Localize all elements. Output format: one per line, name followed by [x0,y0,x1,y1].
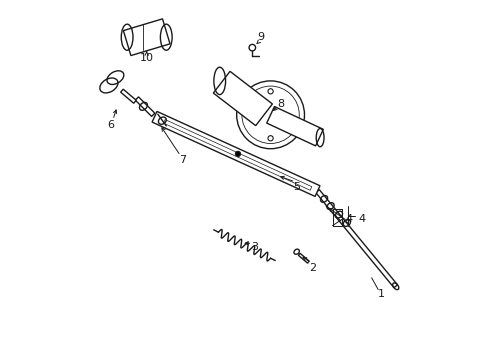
Text: 7: 7 [179,156,186,166]
Text: 10: 10 [140,53,153,63]
Polygon shape [135,97,155,116]
Text: 8: 8 [276,99,284,109]
Text: 5: 5 [293,181,300,192]
Polygon shape [121,89,136,103]
Text: 2: 2 [309,263,316,273]
Text: 4: 4 [345,214,352,224]
Polygon shape [152,111,319,197]
Text: 3: 3 [250,242,257,252]
Polygon shape [163,120,311,190]
Text: 9: 9 [257,32,264,41]
Text: 6: 6 [107,120,114,130]
Text: 1: 1 [377,289,384,299]
Polygon shape [213,71,272,126]
Circle shape [235,151,240,157]
Polygon shape [123,19,170,55]
Polygon shape [298,253,308,263]
Text: 4: 4 [358,214,365,224]
Polygon shape [266,107,323,146]
Polygon shape [315,190,397,288]
